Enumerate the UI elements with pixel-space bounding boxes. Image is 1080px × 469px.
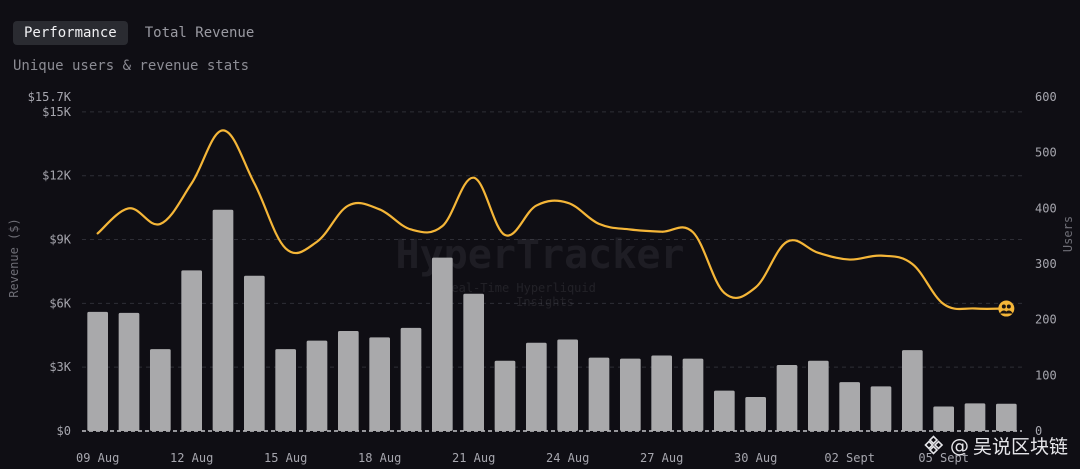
watermark: HyperTracker Real-Time Hyperliquid Insig… — [396, 232, 685, 309]
x-axis-ticks: 09 Aug 12 Aug 15 Aug 18 Aug 21 Aug 24 Aug 27 A… — [76, 451, 969, 465]
x-tick-label: 24 Aug — [546, 451, 589, 465]
right-tick-label: 400 — [1035, 201, 1057, 215]
users-end-circle — [998, 300, 1015, 317]
left-tick-label: $15.7K — [28, 90, 72, 104]
left-axis-ticks: $0 $3K $6K $9K $12K $15K$15.7K — [28, 90, 72, 438]
revenue-bar — [87, 311, 109, 431]
x-tick-label: 15 Aug — [264, 451, 307, 465]
revenue-bar — [400, 327, 422, 431]
right-tick-label: 100 — [1035, 368, 1057, 382]
x-tick-label: 12 Aug — [170, 451, 213, 465]
x-tick-label: 27 Aug — [640, 451, 683, 465]
revenue-bar — [807, 360, 829, 431]
revenue-bar — [870, 386, 892, 431]
revenue-bar — [839, 382, 861, 431]
tab-total-revenue[interactable]: Total Revenue — [144, 25, 255, 41]
users-line — [96, 129, 1008, 311]
footer-brand: @ 吴说区块链 — [924, 432, 1068, 459]
users-icon-head — [1006, 304, 1011, 309]
x-tick-label: 05 Sept — [918, 451, 969, 465]
revenue-bar — [275, 349, 297, 431]
chart-subtitle: Unique users & revenue stats — [13, 58, 250, 74]
revenue-bar — [745, 396, 767, 431]
left-tick-label: $3K — [49, 360, 71, 374]
right-tick-label: 500 — [1035, 146, 1057, 160]
right-tick-label: 0 — [1035, 424, 1042, 438]
revenue-bars — [87, 209, 1017, 431]
grid-lines — [82, 111, 1022, 432]
users-end-marker — [998, 300, 1015, 317]
x-tick-label: 30 Aug — [734, 451, 777, 465]
revenue-bar — [212, 209, 234, 431]
revenue-bar — [713, 390, 735, 431]
users-icon-body — [999, 310, 1013, 314]
y-axis-title-left: Revenue ($) — [7, 218, 21, 297]
left-tick-label: $15K — [42, 105, 72, 119]
revenue-bar — [243, 275, 265, 431]
revenue-bar — [306, 340, 328, 431]
revenue-bar — [369, 337, 391, 431]
revenue-bar — [118, 312, 140, 431]
revenue-bar — [651, 355, 673, 431]
revenue-bar — [431, 257, 453, 431]
tab-bar: Performance Total Revenue — [13, 21, 265, 45]
x-tick-label: 02 Sept — [824, 451, 875, 465]
revenue-bar — [463, 293, 485, 431]
x-tick-label: 09 Aug — [76, 451, 119, 465]
tab-performance[interactable]: Performance — [13, 21, 128, 45]
revenue-bar — [901, 350, 923, 431]
revenue-bar — [181, 270, 203, 431]
x-tick-label: 18 Aug — [358, 451, 401, 465]
right-axis-ticks: 0 100 200 300 400 500 600 — [1035, 90, 1057, 438]
revenue-bar — [964, 403, 986, 431]
revenue-bar — [776, 365, 798, 431]
revenue-bar — [682, 358, 704, 431]
revenue-bar — [557, 339, 579, 431]
revenue-bar — [149, 349, 171, 431]
left-tick-label: $0 — [57, 424, 71, 438]
watermark-line2: Insights — [516, 295, 574, 309]
left-tick-label: $12K — [42, 169, 72, 183]
right-tick-label: 300 — [1035, 257, 1057, 271]
revenue-bar — [588, 357, 610, 431]
binance-diamond-icon — [924, 434, 944, 455]
right-tick-label: 200 — [1035, 313, 1057, 327]
users-line-path — [96, 129, 1008, 311]
x-tick-label: 21 Aug — [452, 451, 495, 465]
revenue-bar — [494, 360, 516, 431]
revenue-bar — [933, 406, 955, 431]
revenue-bar — [619, 358, 641, 431]
revenue-bar — [525, 342, 547, 431]
footer-at: @ — [949, 434, 969, 457]
users-icon-head — [1001, 304, 1006, 309]
right-tick-label: 600 — [1035, 90, 1057, 104]
left-tick-label: $6K — [49, 296, 71, 310]
revenue-bar — [995, 403, 1017, 431]
left-tick-label: $9K — [49, 233, 71, 247]
y-axis-title-right: Users — [1061, 216, 1075, 252]
revenue-bar — [337, 331, 359, 431]
watermark-line1: Real-Time Hyperliquid — [444, 281, 596, 295]
footer-text: 吴说区块链 — [972, 436, 1068, 458]
